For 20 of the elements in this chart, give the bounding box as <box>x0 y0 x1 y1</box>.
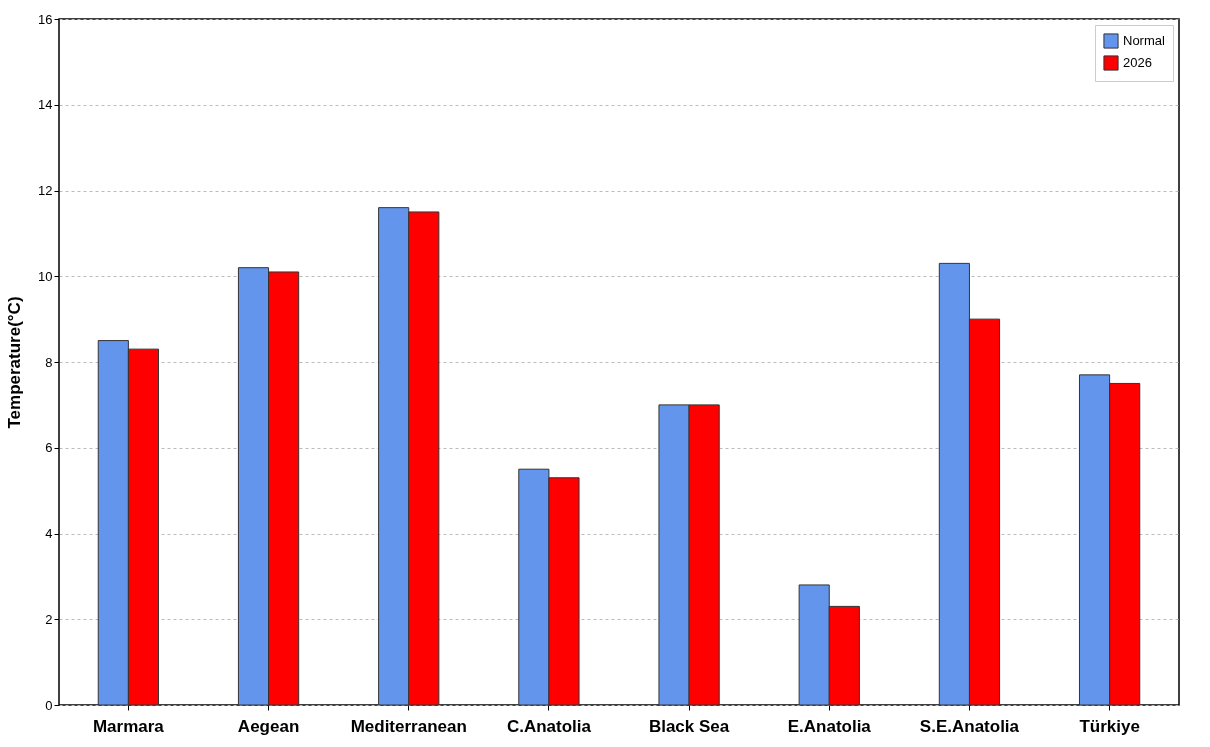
y-tick-label: 10 <box>38 268 53 284</box>
y-tick-label: 16 <box>38 11 53 27</box>
y-tick-label: 4 <box>45 526 53 541</box>
legend-label: Normal <box>1123 33 1166 48</box>
legend-label: 2026 <box>1123 55 1152 70</box>
x-tick-label: Türkiye <box>1079 716 1140 736</box>
y-axis-title: Temperature(°C) <box>5 296 25 429</box>
x-tick-label: Black Sea <box>648 716 730 736</box>
y-tick-label: 12 <box>38 183 53 198</box>
x-tick-label: Aegean <box>237 716 300 736</box>
x-tick-label: Mediterranean <box>350 716 467 736</box>
y-tick-label: 14 <box>38 97 53 113</box>
y-tick-label: 2 <box>45 611 53 627</box>
y-tick-label: 0 <box>45 697 53 713</box>
x-tick-label: Marmara <box>92 716 165 736</box>
x-tick-label: E.Anatolia <box>787 716 872 736</box>
y-tick-label: 6 <box>45 440 53 456</box>
x-tick-label: S.E.Anatolia <box>919 716 1020 736</box>
y-tick-label: 8 <box>45 354 53 370</box>
x-tick-label: C.Anatolia <box>506 716 592 736</box>
